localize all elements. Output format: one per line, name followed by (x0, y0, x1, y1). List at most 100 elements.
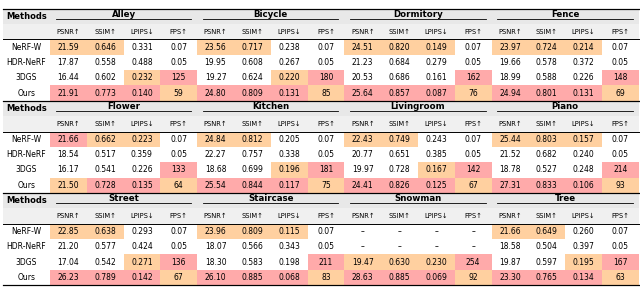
Text: NeRF-W: NeRF-W (12, 227, 42, 236)
Text: 0.857: 0.857 (388, 89, 410, 98)
Bar (160, 70, 197, 86)
Text: 214: 214 (613, 165, 627, 175)
Text: 63: 63 (616, 273, 625, 282)
Text: FPS↑: FPS↑ (170, 29, 188, 35)
Text: SSIM↑: SSIM↑ (241, 121, 263, 127)
Text: 27.31: 27.31 (499, 181, 521, 190)
Bar (455, 86, 492, 101)
Bar (124, 270, 160, 285)
Bar (87, 224, 124, 239)
Text: 24.80: 24.80 (205, 89, 227, 98)
Bar (124, 86, 160, 101)
Text: 21.66: 21.66 (499, 227, 521, 236)
Text: 0.338: 0.338 (278, 150, 300, 159)
Text: SSIM↑: SSIM↑ (388, 121, 410, 127)
Bar (3, 101, 639, 116)
Bar (529, 39, 565, 55)
Bar (3, 116, 639, 132)
Text: 0.05: 0.05 (612, 150, 629, 159)
Text: 0.608: 0.608 (241, 58, 263, 67)
Bar (455, 254, 492, 270)
Bar (124, 132, 160, 147)
Text: 0.566: 0.566 (241, 242, 263, 251)
Text: 25.44: 25.44 (499, 135, 521, 144)
Text: 0.651: 0.651 (388, 150, 410, 159)
Text: SSIM↑: SSIM↑ (94, 29, 116, 35)
Text: NeRF-W: NeRF-W (12, 135, 42, 144)
Bar (492, 178, 528, 193)
Text: LPIPS↓: LPIPS↓ (130, 213, 154, 219)
Text: LPIPS↓: LPIPS↓ (572, 121, 595, 127)
Text: LPIPS↓: LPIPS↓ (424, 29, 448, 35)
Bar (344, 270, 381, 285)
Bar (529, 86, 565, 101)
Text: 83: 83 (321, 273, 331, 282)
Bar (271, 86, 307, 101)
Bar (381, 178, 418, 193)
Text: 0.226: 0.226 (131, 165, 153, 175)
Text: 0.602: 0.602 (94, 73, 116, 82)
Text: 167: 167 (613, 257, 628, 267)
Bar (565, 254, 602, 270)
Text: 0.07: 0.07 (317, 43, 335, 52)
Bar (3, 208, 639, 224)
Bar (87, 178, 124, 193)
Text: 0.597: 0.597 (536, 257, 557, 267)
Text: 19.95: 19.95 (205, 58, 227, 67)
Text: 22.85: 22.85 (58, 227, 79, 236)
Text: 21.23: 21.23 (352, 58, 374, 67)
Text: Flower: Flower (107, 102, 140, 111)
Bar (565, 178, 602, 193)
Text: 0.359: 0.359 (131, 150, 153, 159)
Text: 0.820: 0.820 (388, 43, 410, 52)
Text: 0.196: 0.196 (278, 165, 300, 175)
Text: 0.293: 0.293 (131, 227, 153, 236)
Text: 0.07: 0.07 (317, 227, 335, 236)
Text: 0.686: 0.686 (388, 73, 410, 82)
Bar (602, 86, 639, 101)
Bar (381, 132, 418, 147)
Text: 0.05: 0.05 (170, 150, 188, 159)
Text: 0.542: 0.542 (94, 257, 116, 267)
Bar (234, 224, 271, 239)
Text: 162: 162 (466, 73, 480, 82)
Bar (529, 270, 565, 285)
Bar (529, 224, 565, 239)
Text: 0.07: 0.07 (612, 43, 629, 52)
Text: 18.58: 18.58 (499, 242, 521, 251)
Text: 69: 69 (616, 89, 625, 98)
Text: 0.699: 0.699 (241, 165, 263, 175)
Text: 0.07: 0.07 (317, 135, 335, 144)
Text: 18.30: 18.30 (205, 257, 227, 267)
Bar (492, 224, 528, 239)
Text: SSIM↑: SSIM↑ (388, 29, 410, 35)
Text: 21.50: 21.50 (58, 181, 79, 190)
Text: 0.826: 0.826 (388, 181, 410, 190)
Bar (50, 224, 87, 239)
Text: –: – (435, 227, 438, 236)
Text: 0.682: 0.682 (536, 150, 557, 159)
Text: SSIM↑: SSIM↑ (241, 213, 263, 219)
Text: 0.749: 0.749 (388, 135, 410, 144)
Bar (197, 224, 234, 239)
Bar (271, 178, 307, 193)
Bar (50, 178, 87, 193)
Text: 0.624: 0.624 (241, 73, 263, 82)
Text: LPIPS↓: LPIPS↓ (424, 213, 448, 219)
Bar (418, 86, 455, 101)
Text: 0.117: 0.117 (278, 181, 300, 190)
Text: –: – (397, 227, 401, 236)
Text: 0.724: 0.724 (536, 43, 557, 52)
Bar (308, 178, 344, 193)
Bar (124, 70, 160, 86)
Text: –: – (471, 242, 475, 251)
Text: Snowman: Snowman (394, 194, 442, 203)
Text: 0.07: 0.07 (465, 43, 482, 52)
Text: LPIPS↓: LPIPS↓ (424, 121, 448, 127)
Bar (308, 270, 344, 285)
Bar (160, 178, 197, 193)
Text: HDR-NeRF: HDR-NeRF (7, 242, 46, 251)
Text: 0.226: 0.226 (573, 73, 595, 82)
Text: LPIPS↓: LPIPS↓ (277, 213, 301, 219)
Text: 21.59: 21.59 (58, 43, 79, 52)
